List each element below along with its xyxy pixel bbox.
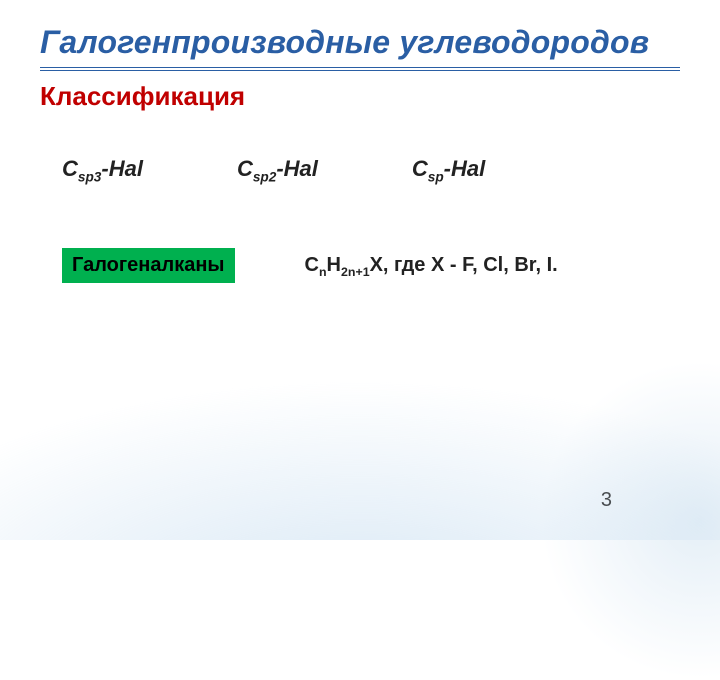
title-underline — [40, 67, 680, 71]
formula-sub: n — [319, 265, 327, 279]
formula-part: C — [305, 254, 319, 276]
title-underline-inner — [40, 69, 680, 70]
hybridization-row: Csp3-Hal Csp2-Hal Csp-Hal — [40, 156, 680, 182]
formula-part: H — [327, 254, 341, 276]
haloalkane-row: Галогеналканы CnH2n+1X, где Х - F, Cl, B… — [40, 248, 680, 283]
type-base: C — [412, 156, 428, 181]
page-number: 3 — [601, 489, 612, 512]
subtitle: Классификация — [40, 81, 680, 112]
type-sub: sp2 — [253, 169, 276, 184]
type-base: C — [237, 156, 253, 181]
formula-sub: 2n+1 — [341, 265, 370, 279]
general-formula: CnH2n+1X, где Х - F, Cl, Br, I. — [305, 254, 558, 277]
slide: Галогенпроизводные углеводородов Классиф… — [0, 0, 720, 540]
type-sp2: Csp2-Hal — [237, 156, 318, 182]
haloalkane-badge: Галогеналканы — [62, 248, 235, 283]
type-tail: -Hal — [444, 156, 486, 181]
type-base: C — [62, 156, 78, 181]
slide-title: Галогенпроизводные углеводородов — [40, 24, 680, 61]
corner-decoration — [540, 360, 720, 680]
type-sub: sp3 — [78, 169, 101, 184]
formula-part: X, где Х - F, Cl, Br, I. — [370, 254, 558, 276]
type-sp: Csp-Hal — [412, 156, 485, 182]
type-sp3: Csp3-Hal — [62, 156, 143, 182]
type-tail: -Hal — [101, 156, 143, 181]
type-sub: sp — [428, 169, 444, 184]
type-tail: -Hal — [276, 156, 318, 181]
